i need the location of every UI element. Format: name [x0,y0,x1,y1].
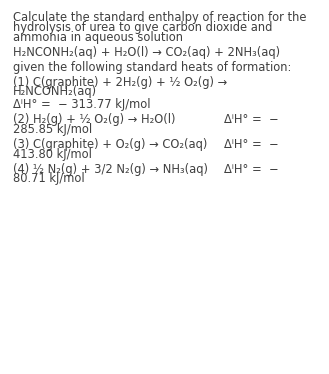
Text: H₂NCONH₂(aq): H₂NCONH₂(aq) [13,85,97,98]
Text: Calculate the standard enthalpy of reaction for the: Calculate the standard enthalpy of react… [13,11,307,24]
Text: (1) C(graphite) + 2H₂(g) + ½ O₂(g) →: (1) C(graphite) + 2H₂(g) + ½ O₂(g) → [13,76,227,89]
Text: (2) H₂(g) + ½ O₂(g) → H₂O(l): (2) H₂(g) + ½ O₂(g) → H₂O(l) [13,113,176,126]
Text: 413.80 kJ/mol: 413.80 kJ/mol [13,148,92,161]
Text: ΔⁱH° =  − 313.77 kJ/mol: ΔⁱH° = − 313.77 kJ/mol [13,98,151,111]
Text: (3) C(graphite) + O₂(g) → CO₂(aq): (3) C(graphite) + O₂(g) → CO₂(aq) [13,138,208,151]
Text: ΔⁱH° =  −: ΔⁱH° = − [224,138,278,151]
Text: ammonia in aqueous solution: ammonia in aqueous solution [13,31,183,44]
Text: given the following standard heats of formation:: given the following standard heats of fo… [13,61,291,74]
Text: ΔⁱH° =  −: ΔⁱH° = − [224,113,278,126]
Text: hydrolysis of urea to give carbon dioxide and: hydrolysis of urea to give carbon dioxid… [13,21,272,34]
Text: H₂NCONH₂(aq) + H₂O(l) → CO₂(aq) + 2NH₃(aq): H₂NCONH₂(aq) + H₂O(l) → CO₂(aq) + 2NH₃(a… [13,46,280,59]
Text: (4) ½ N₂(g) + 3/2 N₂(g) → NH₃(aq): (4) ½ N₂(g) + 3/2 N₂(g) → NH₃(aq) [13,163,208,176]
Text: 80.71 kJ/mol: 80.71 kJ/mol [13,172,85,186]
Text: ΔⁱH° =  −: ΔⁱH° = − [224,163,278,176]
Text: 285.85 kJ/mol: 285.85 kJ/mol [13,123,92,136]
